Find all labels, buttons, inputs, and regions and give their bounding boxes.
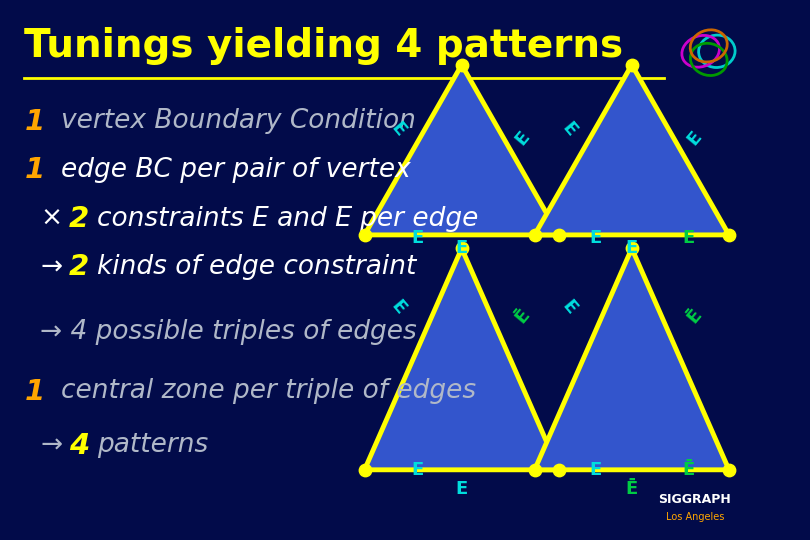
- Text: E: E: [388, 119, 409, 140]
- Text: E: E: [455, 239, 468, 258]
- Text: 1: 1: [24, 156, 45, 184]
- Text: E: E: [411, 228, 424, 247]
- Polygon shape: [535, 65, 729, 235]
- Polygon shape: [364, 65, 559, 235]
- Text: →: →: [40, 433, 62, 458]
- Text: → 4 possible triples of edges: → 4 possible triples of edges: [40, 319, 417, 345]
- Point: [723, 231, 735, 239]
- Text: 4: 4: [69, 431, 89, 460]
- Point: [528, 231, 541, 239]
- Text: SIGGRAPH: SIGGRAPH: [659, 493, 731, 506]
- Point: [552, 231, 565, 239]
- Text: 1: 1: [24, 377, 45, 406]
- Text: vertex Boundary Condition: vertex Boundary Condition: [61, 109, 416, 134]
- Text: Los Angeles: Los Angeles: [666, 512, 724, 522]
- Point: [528, 465, 541, 474]
- Text: 2: 2: [69, 205, 89, 233]
- Text: E: E: [684, 127, 706, 148]
- Text: E: E: [589, 461, 602, 479]
- Text: central zone per triple of edges: central zone per triple of edges: [61, 379, 476, 404]
- Text: Ē: Ē: [625, 480, 638, 498]
- Text: E: E: [512, 127, 533, 148]
- Text: 1: 1: [24, 107, 45, 136]
- Text: Ē: Ē: [684, 306, 706, 326]
- Point: [625, 60, 638, 69]
- Point: [455, 244, 468, 253]
- Text: kinds of edge constraint: kinds of edge constraint: [97, 254, 416, 280]
- Text: Ē: Ē: [512, 306, 533, 326]
- Text: constraints E and E̅ per edge: constraints E and E̅ per edge: [97, 206, 479, 232]
- Text: E: E: [559, 298, 580, 318]
- Text: Tunings yielding 4 patterns: Tunings yielding 4 patterns: [24, 27, 624, 65]
- Text: E: E: [455, 480, 468, 498]
- Point: [552, 465, 565, 474]
- Text: patterns: patterns: [97, 433, 208, 458]
- Point: [625, 244, 638, 253]
- Text: E: E: [625, 239, 638, 258]
- Point: [358, 231, 371, 239]
- Point: [358, 465, 371, 474]
- Text: edge BC per pair of vertex: edge BC per pair of vertex: [61, 157, 411, 183]
- Text: E: E: [411, 461, 424, 479]
- Text: E: E: [589, 228, 602, 247]
- Text: E: E: [559, 119, 580, 140]
- Text: E: E: [388, 298, 409, 318]
- Point: [455, 60, 468, 69]
- Polygon shape: [535, 248, 729, 470]
- Text: Ē: Ē: [682, 461, 695, 479]
- Polygon shape: [364, 248, 559, 470]
- Text: E: E: [682, 228, 695, 247]
- Text: ×: ×: [40, 206, 62, 232]
- Text: →: →: [40, 254, 62, 280]
- Point: [723, 465, 735, 474]
- Text: 2: 2: [69, 253, 89, 281]
